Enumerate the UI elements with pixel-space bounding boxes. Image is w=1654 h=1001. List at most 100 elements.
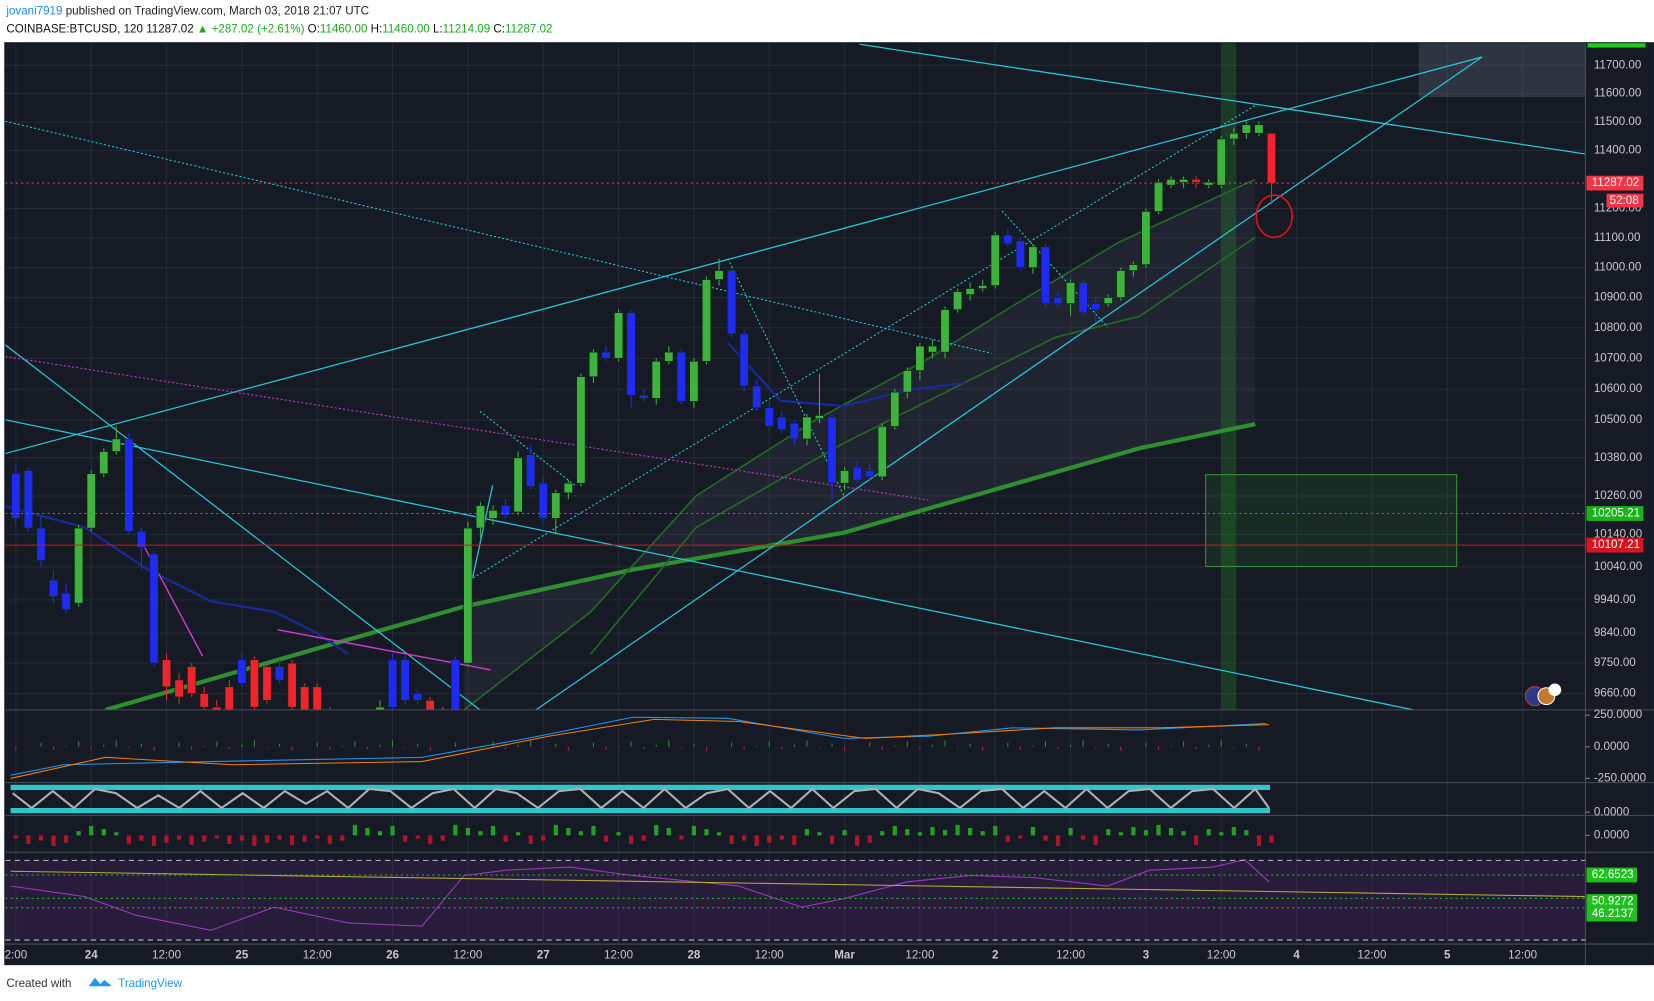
candle-body — [99, 451, 109, 474]
momentum-bar — [553, 824, 558, 836]
candle-body — [1204, 181, 1214, 186]
momentum-bar — [1068, 828, 1073, 836]
momentum-bar — [202, 835, 207, 842]
candle-body — [1153, 181, 1164, 212]
candle-body — [664, 351, 674, 362]
candle-body — [614, 312, 624, 359]
candle-body — [488, 510, 498, 519]
momentum-bar — [754, 835, 759, 846]
ma-short — [590, 236, 1256, 655]
macd-tick-label: 0.0000 — [1594, 740, 1629, 753]
indicator-lines — [10, 716, 1586, 931]
y-tick-label: 9660.00 — [1594, 687, 1636, 700]
momentum-bar — [842, 830, 847, 836]
rsi-tag-label: 62.6523 — [1592, 868, 1634, 881]
momentum-bar — [641, 835, 646, 841]
momentum-bar — [1106, 829, 1111, 836]
momentum-bar — [453, 824, 458, 836]
candle-body — [789, 422, 799, 440]
macd-tick-label: -250.0000 — [1594, 772, 1646, 785]
indicator-icon — [1524, 683, 1562, 707]
y-tick-label: 9940.00 — [1594, 593, 1636, 606]
momentum-bar — [76, 831, 81, 836]
candle-body — [727, 270, 737, 335]
candle-body — [676, 351, 686, 402]
momentum-bar — [1030, 826, 1036, 836]
momentum-bar — [1118, 832, 1123, 836]
ma-blue — [727, 342, 966, 408]
candle-body — [927, 345, 938, 353]
x-tick-label: 3 — [1143, 949, 1150, 962]
x-tick-label: 12:00 — [1207, 949, 1236, 962]
trend-line — [5, 56, 1483, 455]
y-tick-label: 10600.00 — [1594, 382, 1642, 395]
candle-body — [588, 351, 598, 378]
y-tick-label: 11400.00 — [1594, 144, 1642, 157]
price-tag-label: 10205.21 — [1592, 507, 1640, 520]
x-tick-label: 12:00 — [152, 949, 181, 962]
momentum-bar — [227, 835, 232, 844]
momentum-bar — [176, 835, 182, 840]
momentum-bar — [327, 835, 332, 844]
y-tick-label: 10900.00 — [1594, 291, 1642, 304]
candle-body — [224, 686, 234, 710]
y-tick-label: 10260.00 — [1594, 489, 1642, 502]
momentum-bar — [13, 835, 18, 839]
candle-body — [840, 470, 850, 484]
momentum-bar — [1244, 830, 1249, 836]
momentum-bar — [63, 835, 69, 843]
hist-tick-label: 0.0000 — [1594, 828, 1629, 841]
candle-body — [940, 309, 950, 353]
published: published on TradingView.com, March 03, … — [66, 5, 369, 18]
candle-body — [814, 415, 824, 419]
candle-body — [413, 693, 423, 701]
candle-body — [1053, 297, 1063, 304]
momentum-bar — [1093, 835, 1098, 845]
trend-line — [535, 56, 1483, 710]
momentum-bar — [139, 835, 144, 841]
signal-line — [10, 718, 1269, 779]
countdown-tag — [1606, 193, 1644, 208]
y-tick-label: 10040.00 — [1594, 560, 1642, 573]
candle-body — [890, 391, 900, 427]
candle-body — [48, 579, 59, 597]
momentum-bar — [578, 831, 584, 836]
candle-body — [1241, 124, 1251, 134]
x-tick-label: 2 — [992, 949, 998, 962]
momentum-bar — [38, 835, 44, 841]
candle-body — [752, 385, 762, 408]
dotted-line — [469, 105, 1256, 581]
candle-body — [1015, 240, 1025, 268]
momentum-bar — [767, 835, 772, 843]
momentum-bar — [779, 835, 784, 840]
y-tick-label: 10140.00 — [1594, 528, 1642, 541]
candle-body — [639, 394, 649, 399]
y-tick-label: 10380.00 — [1594, 451, 1642, 464]
candle-body — [538, 482, 548, 519]
x-tick-label: 12:00 — [755, 949, 784, 962]
momentum-bar — [478, 831, 483, 836]
momentum-bar — [541, 835, 546, 841]
momentum-bar — [855, 835, 860, 846]
momentum-bar — [629, 835, 634, 844]
candle-body — [1128, 264, 1138, 271]
y-tick-label: 11700.00 — [1594, 58, 1642, 71]
momentum-bar — [264, 835, 270, 843]
candle-body — [1078, 282, 1088, 313]
candle-body — [425, 700, 435, 710]
candle-body — [86, 473, 96, 529]
momentum-bar — [302, 835, 307, 842]
momentum-bar — [252, 835, 257, 846]
candle-body — [902, 370, 912, 393]
candle-body — [174, 679, 184, 698]
momentum-bar — [1194, 835, 1199, 845]
rsi-tag — [1586, 894, 1638, 909]
momentum-bar — [101, 829, 106, 836]
candle-body — [852, 467, 862, 481]
candle-body — [1028, 246, 1038, 268]
momentum-bar — [968, 828, 973, 836]
x-tick-label: 12:00 — [1508, 949, 1537, 962]
momentum-bar — [214, 835, 219, 839]
candle-body — [1040, 246, 1051, 304]
momentum-bar — [415, 835, 420, 839]
